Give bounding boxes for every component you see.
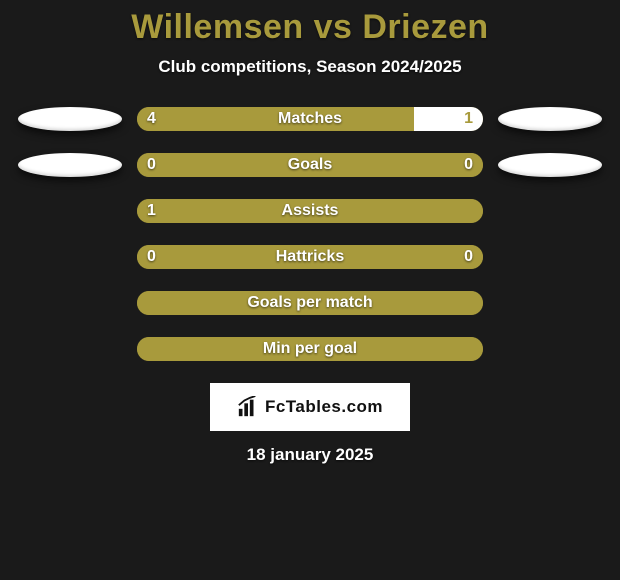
page-subtitle: Club competitions, Season 2024/2025	[0, 57, 620, 77]
stat-bar: 0Hattricks0	[137, 245, 483, 269]
stat-bar-left-fill	[137, 199, 483, 223]
stat-bar-left-fill	[137, 153, 483, 177]
team-badge-left	[15, 153, 125, 177]
stat-bar-left-fill	[137, 291, 483, 315]
logo-box: FcTables.com	[210, 383, 410, 431]
ellipse-icon	[18, 153, 122, 177]
ellipse-icon	[498, 107, 602, 131]
stat-row: 0Goals0	[0, 153, 620, 177]
stat-bar-left-fill	[137, 245, 483, 269]
ellipse-icon	[498, 153, 602, 177]
stat-bar: 0Goals0	[137, 153, 483, 177]
bar-chart-icon	[237, 396, 259, 418]
stat-bar-right-fill	[414, 107, 483, 131]
stat-rows: 4Matches1 0Goals0 1Assists 0Hattricks0 Goals…	[0, 107, 620, 361]
team-badge-left	[15, 107, 125, 131]
infographic-container: Willemsen vs Driezen Club competitions, …	[0, 0, 620, 465]
stat-bar: 1Assists	[137, 199, 483, 223]
stat-row: Goals per match	[0, 291, 620, 315]
stat-bar-left-fill	[137, 107, 414, 131]
stat-bar: Min per goal	[137, 337, 483, 361]
footer-date: 18 january 2025	[0, 445, 620, 465]
logo-text: FcTables.com	[265, 397, 383, 417]
page-title: Willemsen vs Driezen	[0, 8, 620, 47]
stat-row: Min per goal	[0, 337, 620, 361]
team-badge-right	[495, 107, 605, 131]
stat-bar: 4Matches1	[137, 107, 483, 131]
stat-row: 4Matches1	[0, 107, 620, 131]
ellipse-icon	[18, 107, 122, 131]
stat-bar-left-fill	[137, 337, 483, 361]
team-badge-right	[495, 153, 605, 177]
stat-bar: Goals per match	[137, 291, 483, 315]
stat-row: 0Hattricks0	[0, 245, 620, 269]
stat-row: 1Assists	[0, 199, 620, 223]
